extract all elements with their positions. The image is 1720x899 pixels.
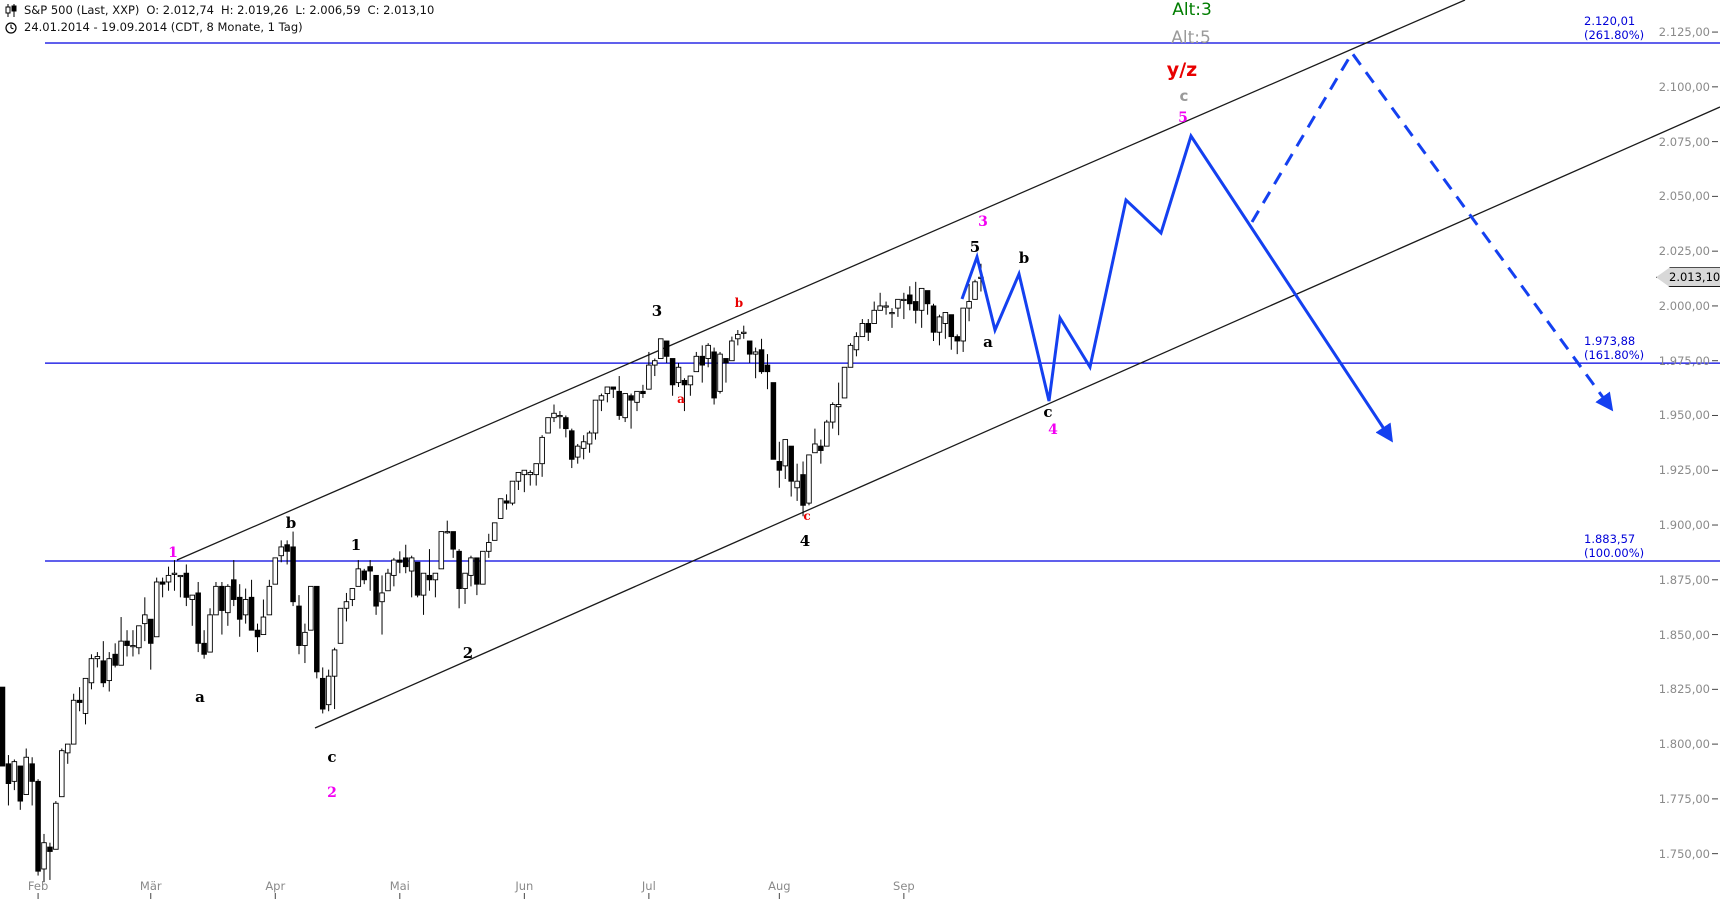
forecast-wave-a: a <box>983 333 993 351</box>
x-axis-label: Mär <box>139 879 162 893</box>
y-axis-label: 1.875,00 <box>1658 572 1710 587</box>
wave-label-4: 4 <box>799 532 811 550</box>
y-axis-label: 1.925,00 <box>1658 463 1710 478</box>
wave-label-magenta-1: 1 <box>168 545 178 561</box>
y-axis-label: 1.900,00 <box>1658 518 1710 533</box>
y-axis-label: 1.775,00 <box>1658 791 1710 806</box>
fib-level-label: 1.973,88 (161.80%) <box>1584 334 1645 363</box>
alt-count-5-label: Alt:5 <box>1171 28 1211 48</box>
y-axis-label: 1.850,00 <box>1658 627 1710 642</box>
low-value: L: 2.006,59 <box>295 3 361 17</box>
alt-count-3-label: Alt:3 <box>1172 0 1212 20</box>
close-value: C: 2.013,10 <box>367 3 435 17</box>
x-axis-label: Apr <box>265 879 286 893</box>
forecast-wave-b: b <box>1018 249 1030 267</box>
x-axis-label: Mai <box>389 879 410 893</box>
x-axis-label: Aug <box>768 879 791 893</box>
forecast-path-solid <box>960 132 1393 443</box>
wave-label-a: a <box>195 688 205 706</box>
y-axis-label: 2.100,00 <box>1658 79 1710 94</box>
x-axis-label: Sep <box>893 879 915 893</box>
wave-label-magenta-5: 5 <box>1178 110 1188 126</box>
last-price-tag: 2.013,10 <box>1656 267 1720 288</box>
fib-level-label: 2.120,01 (261.80%) <box>1584 14 1645 42</box>
minor-wave-b: b <box>734 296 744 310</box>
wave-label-2: 2 <box>462 644 474 662</box>
wave-label-magenta-4: 4 <box>1048 422 1058 438</box>
wave-label-c: c <box>327 748 337 766</box>
minor-wave-a: a <box>677 392 685 406</box>
wave-yz-label: y/z <box>1166 59 1198 81</box>
candlesticks <box>0 263 984 883</box>
open-value: O: 2.012,74 <box>146 3 214 17</box>
wave-label-3: 3 <box>651 302 663 320</box>
y-axis-label: 1.950,00 <box>1658 408 1710 423</box>
instrument-row: S&P 500 (Last, XXP) O: 2.012,74 H: 2.019… <box>4 2 436 19</box>
y-axis-label: 1.750,00 <box>1658 846 1710 861</box>
wave-label-gray-c: c <box>1179 87 1189 105</box>
wave-label-5: 5 <box>969 238 981 256</box>
date-range-row: 24.01.2014 - 19.09.2014 (CDT, 8 Monate, … <box>4 19 436 36</box>
y-axis-label: 1.975,00 <box>1658 353 1710 368</box>
channel-trendline <box>176 0 1466 561</box>
y-axis-label: 2.075,00 <box>1658 134 1710 149</box>
date-range-text: 24.01.2014 - 19.09.2014 (CDT, 8 Monate, … <box>24 20 303 34</box>
x-axis-label: Feb <box>27 879 49 893</box>
wave-label-magenta-2: 2 <box>327 785 337 801</box>
y-axis-label: 1.800,00 <box>1658 737 1710 752</box>
fib-level-label: 1.883,57 (100.00%) <box>1584 532 1645 561</box>
clock-icon <box>4 21 17 34</box>
x-axis-label: Jun <box>515 879 534 893</box>
y-axis-label: 1.825,00 <box>1658 682 1710 697</box>
forecast-wave-c: c <box>1043 403 1053 421</box>
candlestick-icon <box>4 4 17 17</box>
wave-label-magenta-3: 3 <box>978 214 988 230</box>
minor-wave-c: c <box>803 509 811 523</box>
y-axis-label: 2.000,00 <box>1658 298 1710 313</box>
instrument-title: S&P 500 (Last, XXP) <box>24 3 140 17</box>
forecast-path-dashed-alt <box>1250 50 1614 412</box>
high-value: H: 2.019,26 <box>221 3 289 17</box>
chart-header: S&P 500 (Last, XXP) O: 2.012,74 H: 2.019… <box>4 2 436 36</box>
y-axis-label: 2.050,00 <box>1658 189 1710 204</box>
wave-label-1: 1 <box>350 536 362 554</box>
y-axis-label: 2.025,00 <box>1658 244 1710 259</box>
channel-trendline <box>314 106 1720 729</box>
x-axis-label: Jul <box>641 879 656 893</box>
wave-label-b: b <box>285 514 297 532</box>
y-axis-label: 2.125,00 <box>1658 25 1710 40</box>
